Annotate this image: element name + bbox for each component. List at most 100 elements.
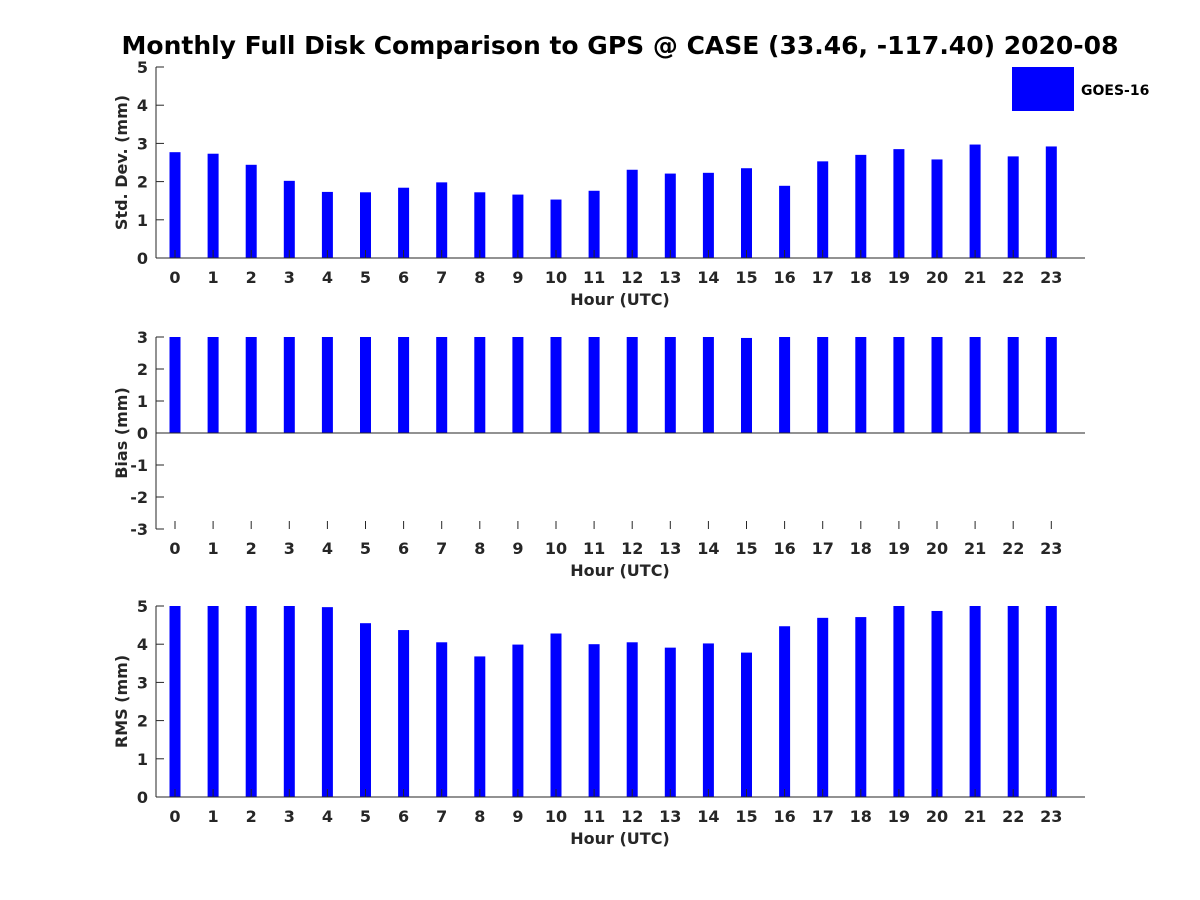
x-tick-label: 12 [621,807,643,826]
bar-hour-17 [817,617,829,797]
x-tick-label: 11 [583,539,605,558]
bar-hour-22 [1007,156,1019,258]
bar-hour-12 [626,169,638,258]
x-tick-label: 18 [850,807,872,826]
x-tick-label: 21 [964,268,986,287]
bar-hour-10 [550,199,562,258]
x-tick-label: 9 [512,268,523,287]
x-tick-label: 9 [512,539,523,558]
y-tick-label: 4 [137,635,148,654]
x-tick-label: 5 [360,807,371,826]
x-axis-label: Hour (UTC) [570,829,670,848]
x-tick-label: 17 [812,539,834,558]
x-tick-label: 6 [398,268,409,287]
x-tick-label: 21 [964,539,986,558]
x-tick-label: 10 [545,539,567,558]
y-tick-label: -1 [130,456,148,475]
x-tick-label: 0 [169,539,180,558]
x-tick-label: 1 [208,539,219,558]
bar-hour-5 [360,623,371,797]
bar-hour-16 [779,337,791,433]
x-tick-label: 12 [621,539,643,558]
bar-hour-8 [474,192,486,258]
x-tick-label: 17 [812,268,834,287]
x-tick-label: 1 [208,268,219,287]
bar-hour-22 [1007,337,1019,433]
bar-hour-14 [702,337,714,433]
bar-hour-11 [588,190,600,258]
bar-hour-21 [969,144,981,258]
bar-hour-7 [436,182,448,258]
bar-hour-18 [855,617,867,797]
bar-hour-9 [512,644,524,797]
y-tick-label: 0 [137,249,148,268]
x-tick-label: 7 [436,539,447,558]
bar-hour-2 [245,337,257,433]
bar-hour-17 [817,161,829,258]
bar-hour-20 [931,337,943,433]
bar-hour-8 [474,337,486,433]
bar-hour-12 [626,337,638,433]
x-tick-label: 2 [246,807,257,826]
x-tick-label: 18 [850,539,872,558]
x-tick-label: 23 [1040,807,1062,826]
x-tick-label: 23 [1040,268,1062,287]
bar-hour-6 [398,630,410,797]
bar-hour-3 [283,180,295,258]
bar-hour-3 [283,606,295,797]
x-tick-label: 14 [697,268,719,287]
y-tick-label: 5 [137,58,148,77]
y-tick-label: 1 [137,392,148,411]
x-tick-label: 22 [1002,807,1024,826]
bar-hour-2 [245,164,257,258]
bar-hour-16 [779,185,791,258]
legend-swatch-goes-16 [1012,67,1074,111]
bar-hour-6 [398,337,410,433]
y-axis-label: RMS (mm) [112,655,131,748]
x-tick-label: 21 [964,807,986,826]
x-tick-label: 22 [1002,268,1024,287]
bar-hour-10 [550,337,562,433]
y-tick-label: 3 [137,673,148,692]
bar-hour-3 [283,337,295,433]
x-tick-label: 6 [398,807,409,826]
bar-hour-4 [321,337,333,433]
y-tick-label: 2 [137,173,148,192]
x-tick-label: 4 [322,539,333,558]
bar-hour-10 [550,633,562,797]
x-axis-label: Hour (UTC) [570,561,670,580]
x-tick-label: 0 [169,807,180,826]
bar-hour-20 [931,610,943,797]
y-tick-label: 2 [137,712,148,731]
bar-hour-9 [512,194,524,258]
y-tick-label: 0 [137,788,148,807]
bar-hour-20 [931,159,943,258]
y-tick-label: 3 [137,328,148,347]
x-tick-label: 11 [583,807,605,826]
x-tick-label: 13 [659,539,681,558]
bar-hour-14 [702,172,714,258]
x-tick-label: 15 [735,268,757,287]
chart-title: Monthly Full Disk Comparison to GPS @ CA… [122,31,1119,60]
bar-hour-21 [969,337,981,433]
bar-hour-19 [893,149,905,258]
x-tick-label: 14 [697,807,719,826]
y-tick-label: 4 [137,96,148,115]
bar-hour-12 [626,642,638,797]
bar-hour-15 [741,652,752,797]
y-tick-label: 1 [137,211,148,230]
bar-hour-1 [207,153,219,258]
x-tick-label: 2 [246,539,257,558]
x-tick-label: 12 [621,268,643,287]
bar-hour-2 [245,606,257,797]
bar-hour-4 [321,191,333,258]
x-tick-label: 19 [888,268,910,287]
x-tick-label: 2 [246,268,257,287]
x-tick-label: 3 [284,268,295,287]
x-tick-label: 7 [436,268,447,287]
x-tick-label: 16 [773,539,795,558]
x-tick-label: 5 [360,539,371,558]
